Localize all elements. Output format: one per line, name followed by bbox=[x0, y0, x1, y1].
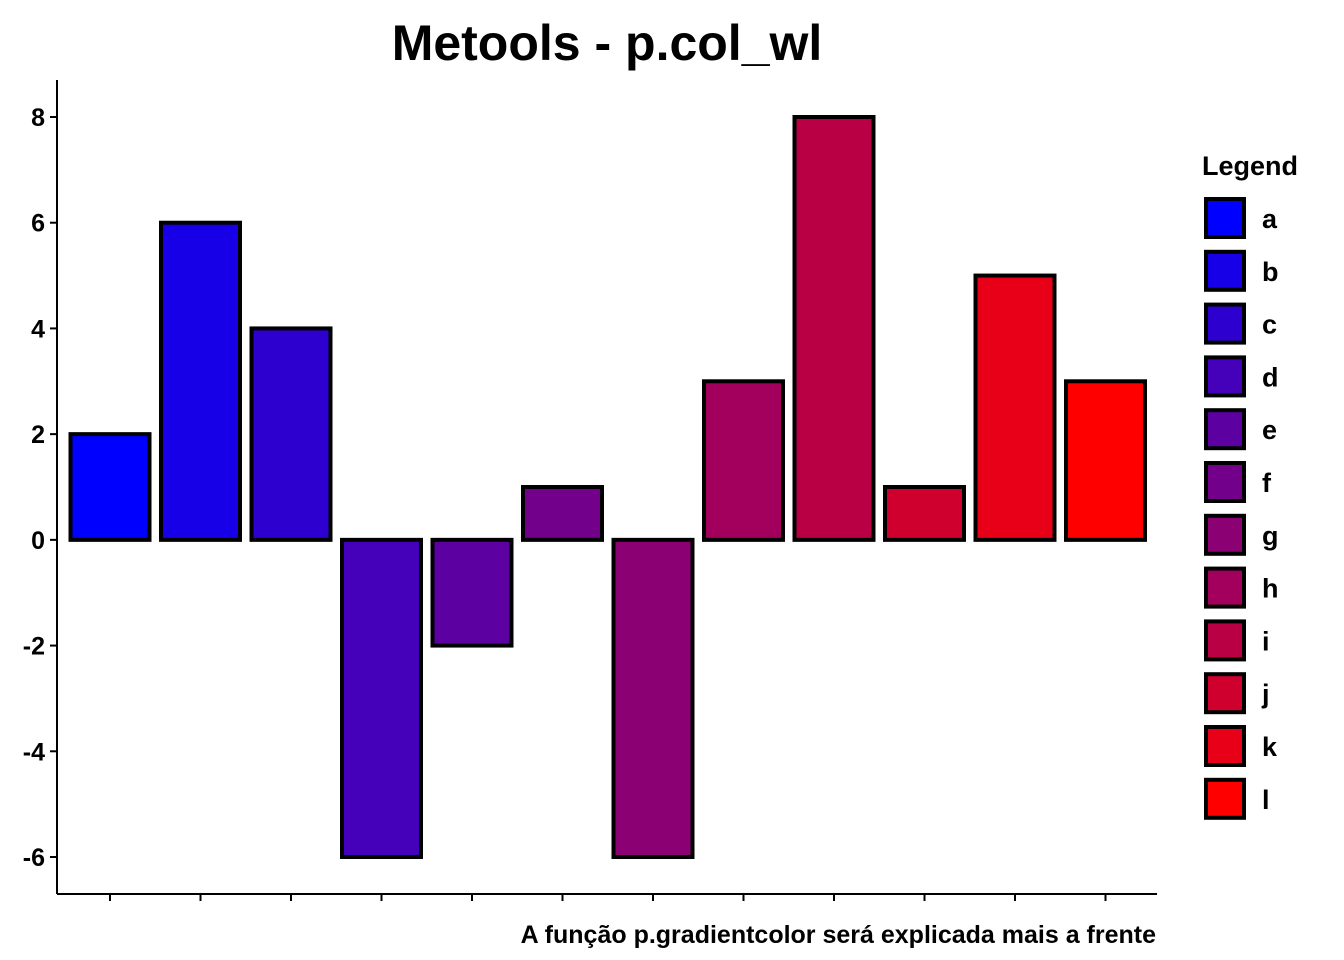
bar-i bbox=[792, 115, 876, 542]
chart-caption: A função p.gradientcolor será explicada … bbox=[521, 921, 1156, 949]
legend-key-f bbox=[1204, 461, 1246, 503]
y-tick-label: 6 bbox=[31, 210, 45, 238]
bar-k bbox=[973, 273, 1057, 542]
legend-key-h bbox=[1204, 566, 1246, 609]
axes-group bbox=[56, 80, 1157, 895]
legend-key-e bbox=[1204, 408, 1246, 451]
y-tick-label: -6 bbox=[23, 844, 45, 872]
legend-key-b bbox=[1204, 249, 1246, 292]
bar-h bbox=[702, 379, 785, 542]
legend-label-d: d bbox=[1262, 362, 1279, 392]
legend-key-k bbox=[1204, 725, 1246, 767]
bar-d bbox=[340, 537, 423, 859]
legend-key-l bbox=[1204, 777, 1246, 820]
bar-f bbox=[521, 485, 604, 542]
legend-key-j bbox=[1204, 672, 1246, 715]
legend-title: Legend bbox=[1202, 151, 1298, 181]
legend-key-i bbox=[1204, 619, 1246, 662]
legend-key-g bbox=[1204, 513, 1246, 556]
y-tick-label: -4 bbox=[23, 738, 45, 766]
bar-c bbox=[249, 326, 333, 542]
y-tick-label: 4 bbox=[31, 315, 45, 343]
legend-label-b: b bbox=[1262, 257, 1279, 287]
legend-label-e: e bbox=[1262, 415, 1277, 445]
bar-e bbox=[430, 537, 514, 648]
y-tick-label: 0 bbox=[31, 527, 45, 555]
chart-title: Metools - p.col_wl bbox=[392, 15, 823, 71]
legend-key-c bbox=[1204, 302, 1246, 345]
y-tick-label: 8 bbox=[31, 104, 45, 132]
legend-label-l: l bbox=[1262, 785, 1270, 815]
y-tick-label: -2 bbox=[23, 633, 45, 661]
y-ticks-group: -6 -4 -2 0 2 4 6 8 bbox=[23, 104, 57, 872]
legend-label-g: g bbox=[1262, 521, 1279, 551]
legend-label-k: k bbox=[1262, 732, 1278, 762]
bar-g bbox=[611, 537, 695, 859]
legend-label-f: f bbox=[1262, 468, 1272, 498]
bar-a bbox=[68, 432, 152, 542]
bar-l bbox=[1064, 379, 1147, 542]
bar-j bbox=[883, 485, 966, 542]
legend-label-c: c bbox=[1262, 310, 1277, 340]
y-tick-label: 2 bbox=[31, 421, 45, 449]
legend-label-j: j bbox=[1261, 679, 1270, 709]
legend-label-h: h bbox=[1262, 574, 1279, 604]
legend-key-d bbox=[1204, 355, 1246, 398]
x-ticks-group bbox=[109, 894, 1107, 901]
legend-label-i: i bbox=[1262, 626, 1270, 656]
bars-group bbox=[68, 115, 1147, 859]
legend-label-a: a bbox=[1262, 204, 1278, 234]
bar-b bbox=[159, 220, 242, 542]
legend-key-a bbox=[1204, 197, 1246, 239]
